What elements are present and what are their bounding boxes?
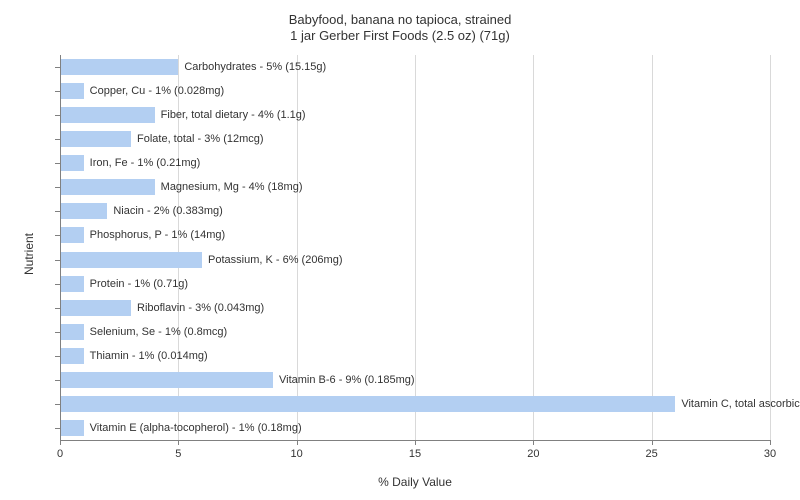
nutrition-chart: { "title_line1": "Babyfood, banana no ta…	[0, 0, 800, 500]
nutrient-bar	[60, 227, 84, 243]
y-tick	[55, 67, 60, 68]
x-tick-label: 25	[646, 448, 658, 460]
y-tick	[55, 235, 60, 236]
y-tick	[55, 187, 60, 188]
nutrient-bar-label: Carbohydrates - 5% (15.15g)	[184, 59, 326, 75]
y-tick	[55, 284, 60, 285]
nutrient-bar-label: Phosphorus, P - 1% (14mg)	[90, 227, 226, 243]
nutrient-bar	[60, 179, 155, 195]
y-tick	[55, 404, 60, 405]
nutrient-bar-label: Vitamin B-6 - 9% (0.185mg)	[279, 372, 415, 388]
gridline	[770, 55, 771, 440]
nutrient-bar-label: Magnesium, Mg - 4% (18mg)	[161, 179, 303, 195]
x-tick	[533, 440, 534, 445]
nutrient-bar-label: Riboflavin - 3% (0.043mg)	[137, 300, 264, 316]
nutrient-bar-label: Vitamin C, total ascorbic acid - 26% (15…	[681, 396, 800, 412]
x-tick-label: 15	[409, 448, 421, 460]
nutrient-bar	[60, 372, 273, 388]
nutrient-bar	[60, 83, 84, 99]
y-axis-label: Nutrient	[22, 233, 36, 275]
y-tick	[55, 356, 60, 357]
y-tick	[55, 260, 60, 261]
nutrient-bar-label: Potassium, K - 6% (206mg)	[208, 252, 343, 268]
nutrient-bar-label: Fiber, total dietary - 4% (1.1g)	[161, 107, 306, 123]
x-tick-label: 10	[291, 448, 303, 460]
chart-title-line1: Babyfood, banana no tapioca, strained	[0, 12, 800, 27]
x-tick-label: 0	[57, 448, 63, 460]
nutrient-bar-label: Folate, total - 3% (12mcg)	[137, 131, 264, 147]
y-tick	[55, 428, 60, 429]
x-tick	[60, 440, 61, 445]
nutrient-bar	[60, 155, 84, 171]
y-axis-line	[60, 55, 61, 440]
x-tick	[770, 440, 771, 445]
x-tick-label: 5	[175, 448, 181, 460]
y-tick	[55, 163, 60, 164]
nutrient-bar	[60, 396, 675, 412]
nutrient-bar-label: Vitamin E (alpha-tocopherol) - 1% (0.18m…	[90, 420, 302, 436]
y-tick	[55, 115, 60, 116]
x-tick	[178, 440, 179, 445]
x-tick	[652, 440, 653, 445]
nutrient-bar	[60, 131, 131, 147]
y-tick	[55, 211, 60, 212]
nutrient-bar	[60, 203, 107, 219]
nutrient-bar-label: Niacin - 2% (0.383mg)	[113, 203, 222, 219]
nutrient-bar	[60, 300, 131, 316]
chart-title-line2: 1 jar Gerber First Foods (2.5 oz) (71g)	[0, 28, 800, 43]
nutrient-bar	[60, 107, 155, 123]
nutrient-bar-label: Iron, Fe - 1% (0.21mg)	[90, 155, 201, 171]
nutrient-bar-label: Selenium, Se - 1% (0.8mcg)	[90, 324, 228, 340]
nutrient-bar	[60, 252, 202, 268]
x-tick-label: 20	[527, 448, 539, 460]
y-tick	[55, 332, 60, 333]
y-tick	[55, 380, 60, 381]
x-tick-label: 30	[764, 448, 776, 460]
nutrient-bar	[60, 324, 84, 340]
nutrient-bar	[60, 348, 84, 364]
nutrient-bar	[60, 276, 84, 292]
y-tick	[55, 308, 60, 309]
x-tick	[415, 440, 416, 445]
x-axis-label: % Daily Value	[60, 475, 770, 489]
nutrient-bar-label: Copper, Cu - 1% (0.028mg)	[90, 83, 225, 99]
x-tick	[297, 440, 298, 445]
plot-area: Carbohydrates - 5% (15.15g) Copper, Cu - …	[60, 55, 770, 440]
nutrient-bar-label: Protein - 1% (0.71g)	[90, 276, 188, 292]
y-tick	[55, 91, 60, 92]
nutrient-bar	[60, 59, 178, 75]
nutrient-bar-label: Thiamin - 1% (0.014mg)	[90, 348, 208, 364]
y-tick	[55, 139, 60, 140]
nutrient-bar	[60, 420, 84, 436]
